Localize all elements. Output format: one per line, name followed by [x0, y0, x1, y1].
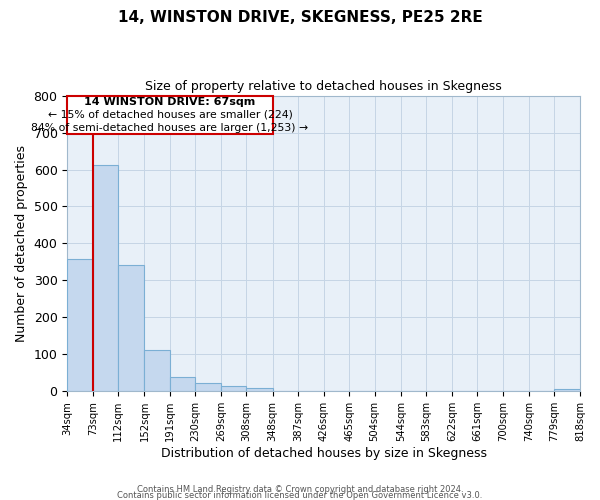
- Bar: [145, 350, 170, 392]
- Y-axis label: Number of detached properties: Number of detached properties: [15, 145, 28, 342]
- Bar: [67, 259, 93, 392]
- Bar: [93, 166, 118, 392]
- Bar: [554, 390, 580, 392]
- X-axis label: Distribution of detached houses by size in Skegness: Distribution of detached houses by size …: [161, 447, 487, 460]
- Bar: [196, 383, 221, 392]
- Text: ← 15% of detached houses are smaller (224): ← 15% of detached houses are smaller (22…: [47, 110, 292, 120]
- Title: Size of property relative to detached houses in Skegness: Size of property relative to detached ho…: [145, 80, 502, 93]
- Text: 14 WINSTON DRIVE: 67sqm: 14 WINSTON DRIVE: 67sqm: [85, 97, 256, 107]
- Text: 84% of semi-detached houses are larger (1,253) →: 84% of semi-detached houses are larger (…: [31, 123, 308, 133]
- Bar: [118, 266, 145, 392]
- Text: 14, WINSTON DRIVE, SKEGNESS, PE25 2RE: 14, WINSTON DRIVE, SKEGNESS, PE25 2RE: [118, 10, 482, 25]
- Text: Contains HM Land Registry data © Crown copyright and database right 2024.: Contains HM Land Registry data © Crown c…: [137, 484, 463, 494]
- Bar: [247, 388, 272, 392]
- Bar: [221, 386, 247, 392]
- Bar: [67, 96, 272, 134]
- Text: Contains public sector information licensed under the Open Government Licence v3: Contains public sector information licen…: [118, 490, 482, 500]
- Bar: [170, 376, 196, 392]
